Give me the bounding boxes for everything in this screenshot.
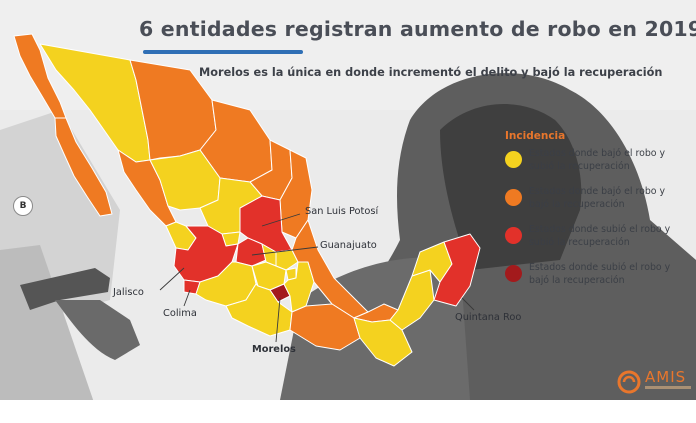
legend-item: Estados donde subió el robo y bajó la rec… (505, 262, 690, 292)
legend-item: Estados donde bajó el robo y bajó la recu… (505, 186, 690, 216)
bottom-strip (0, 400, 696, 423)
amis-logo-icon (617, 370, 641, 394)
label-colima: Colima (163, 308, 197, 319)
label-quintana-roo: Quintana Roo (455, 312, 522, 323)
legend-label: Estados donde bajó el robo y bajó la recu… (529, 186, 666, 210)
legend-label: Estados donde subió el robo y bajó la rec… (529, 262, 671, 286)
legend-item: Estados donde bajó el robo y subió la rec… (505, 148, 690, 178)
infographic-subtitle: Morelos es la única en donde incrementó … (199, 66, 663, 79)
infographic-title: 6 entidades registran aumento de robo en… (139, 17, 696, 41)
legend-swatch-red (505, 227, 522, 244)
legend-title: Incidencia (505, 130, 566, 142)
label-morelos: Morelos (252, 344, 296, 355)
logo-tagline-bar (645, 386, 691, 389)
legend-swatch-orange (505, 189, 522, 206)
watermark-badge: B (13, 196, 33, 216)
state-guerrero (225, 283, 293, 337)
legend-label: Estados donde subió el robo y subió la re… (529, 224, 671, 248)
legend-item: Estados donde subió el robo y subió la re… (505, 224, 690, 254)
label-san-luis-potosi: San Luis Potosí (305, 206, 379, 217)
label-jalisco: Jalisco (113, 287, 144, 298)
state-campeche (389, 269, 435, 331)
title-underline (143, 50, 303, 54)
legend-swatch-darkred (505, 265, 522, 282)
legend-swatch-yellow (505, 151, 522, 168)
state-baja-california-sur (54, 117, 113, 217)
logo-text: AMIS (645, 368, 687, 386)
state-baja-california (13, 33, 67, 119)
label-guanajuato: Guanajuato (320, 240, 377, 251)
state-quintana-roo (433, 233, 481, 307)
legend-label: Estados donde bajó el robo y subió la rec… (529, 148, 666, 172)
